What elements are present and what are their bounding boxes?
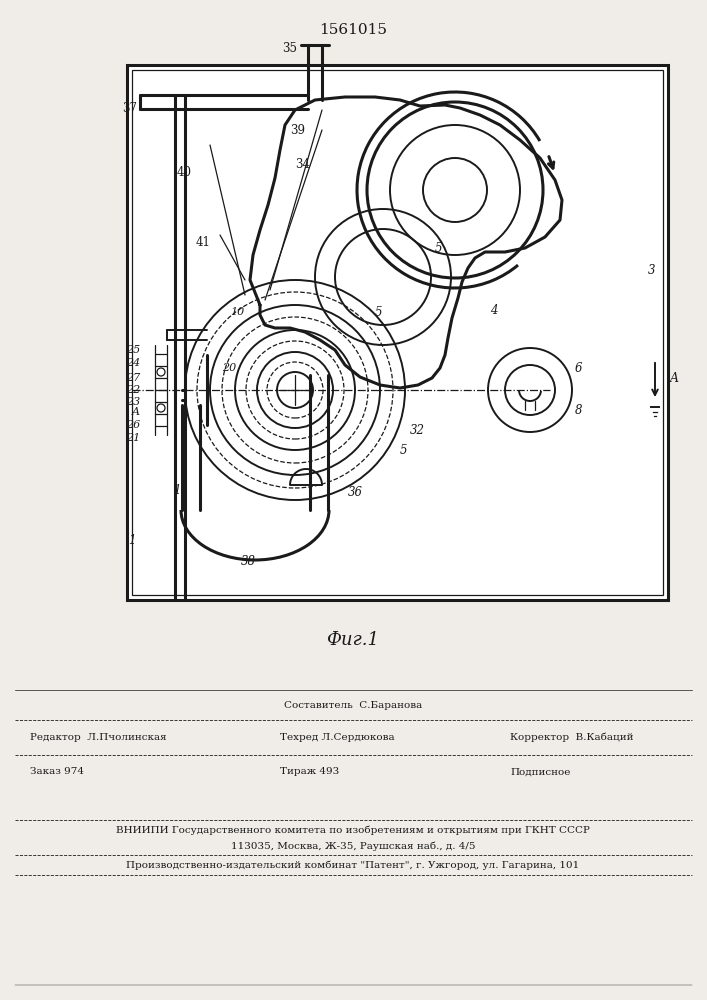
Text: 41: 41 bbox=[195, 236, 210, 249]
Text: 34: 34 bbox=[295, 158, 310, 172]
Text: 21: 21 bbox=[126, 433, 140, 443]
Text: Заказ 974: Заказ 974 bbox=[30, 768, 84, 776]
Text: 5: 5 bbox=[400, 444, 407, 456]
Text: Корректор  В.Кабаций: Корректор В.Кабаций bbox=[510, 732, 633, 742]
Text: 1561015: 1561015 bbox=[319, 23, 387, 37]
Text: Подписное: Подписное bbox=[510, 768, 571, 776]
Text: 35: 35 bbox=[282, 41, 297, 54]
Text: 4: 4 bbox=[490, 304, 498, 316]
Text: 113035, Москва, Ж-35, Раушская наб., д. 4/5: 113035, Москва, Ж-35, Раушская наб., д. … bbox=[230, 841, 475, 851]
Bar bbox=[127, 65, 668, 600]
Text: 38: 38 bbox=[240, 555, 255, 568]
Text: 11: 11 bbox=[173, 484, 188, 496]
Text: 32: 32 bbox=[410, 424, 425, 436]
Bar bbox=[132, 70, 663, 595]
Text: 39: 39 bbox=[290, 123, 305, 136]
Text: 20: 20 bbox=[222, 363, 236, 373]
Text: 3: 3 bbox=[648, 263, 655, 276]
Text: 26: 26 bbox=[126, 420, 140, 430]
Text: 27: 27 bbox=[126, 373, 140, 383]
Text: Составитель  С.Баранова: Составитель С.Баранова bbox=[284, 700, 422, 710]
Text: Производственно-издательский комбинат "Патент", г. Ужгород, ул. Гагарина, 101: Производственно-издательский комбинат "П… bbox=[127, 860, 580, 870]
Text: 6: 6 bbox=[575, 361, 583, 374]
Text: 23: 23 bbox=[126, 397, 140, 407]
Text: ВНИИПИ Государственного комитета по изобретениям и открытиям при ГКНТ СССР: ВНИИПИ Государственного комитета по изоб… bbox=[116, 825, 590, 835]
Text: 37: 37 bbox=[122, 102, 137, 114]
Text: 22: 22 bbox=[126, 385, 140, 395]
Text: Фиг.1: Фиг.1 bbox=[327, 631, 380, 649]
Text: 1: 1 bbox=[128, 534, 136, 546]
Text: Тираж 493: Тираж 493 bbox=[280, 768, 339, 776]
Text: 24: 24 bbox=[126, 358, 140, 368]
Text: 5: 5 bbox=[375, 306, 382, 320]
Text: 25: 25 bbox=[126, 345, 140, 355]
Text: Редактор  Л.Пчолинская: Редактор Л.Пчолинская bbox=[30, 732, 167, 742]
Text: 5: 5 bbox=[435, 241, 443, 254]
Text: 8: 8 bbox=[575, 403, 583, 416]
Text: 40: 40 bbox=[177, 165, 192, 178]
Text: 36: 36 bbox=[348, 486, 363, 498]
Text: A: A bbox=[670, 371, 679, 384]
Text: 10: 10 bbox=[230, 307, 244, 317]
Text: A: A bbox=[132, 407, 140, 417]
Text: Техред Л.Сердюкова: Техред Л.Сердюкова bbox=[280, 732, 395, 742]
